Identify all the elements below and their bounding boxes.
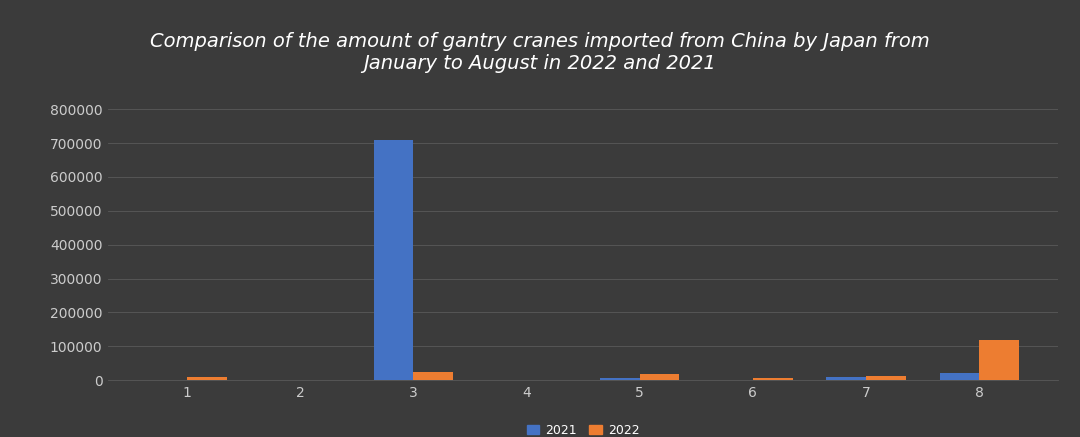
Bar (414, 372, 454, 380)
Bar (374, 140, 414, 380)
Bar (639, 374, 679, 380)
Bar (940, 373, 980, 380)
Bar (980, 340, 1018, 380)
Bar (187, 378, 227, 380)
Bar (826, 377, 866, 380)
Bar (866, 376, 906, 380)
Bar (600, 378, 639, 380)
Bar (753, 378, 793, 380)
Legend: 2021, 2022: 2021, 2022 (522, 419, 645, 437)
Text: Comparison of the amount of gantry cranes imported from China by Japan from
Janu: Comparison of the amount of gantry crane… (150, 32, 930, 73)
